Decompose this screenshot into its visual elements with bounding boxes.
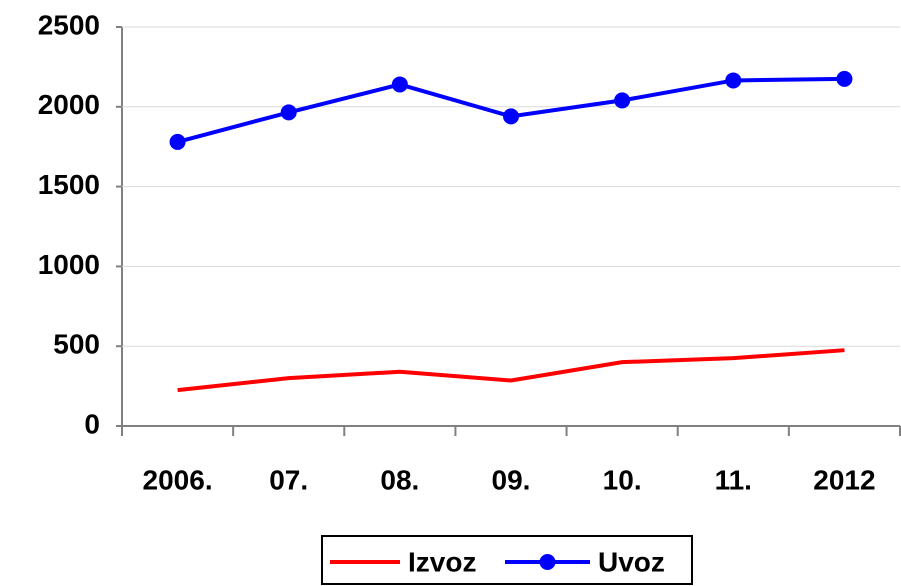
point-marker bbox=[614, 92, 631, 109]
point-marker bbox=[169, 133, 186, 150]
y-tick-label: 1500 bbox=[38, 169, 100, 200]
x-tick-label: 11. bbox=[715, 464, 752, 495]
point-marker bbox=[725, 72, 742, 89]
legend-label: Uvoz bbox=[598, 546, 665, 577]
y-tick-label: 2500 bbox=[38, 9, 100, 40]
legend-marker bbox=[539, 554, 556, 570]
point-marker bbox=[391, 76, 408, 93]
x-tick-label: 09. bbox=[492, 464, 531, 495]
x-tick-label: 10. bbox=[603, 464, 642, 495]
y-tick-label: 0 bbox=[84, 408, 100, 439]
x-tick-label: 2006. bbox=[143, 464, 213, 495]
point-marker bbox=[280, 104, 297, 121]
point-marker bbox=[836, 70, 853, 87]
series-line bbox=[177, 348, 845, 393]
y-tick-label: 1000 bbox=[38, 249, 100, 280]
y-tick-label: 2000 bbox=[38, 89, 100, 120]
x-tick-label: 08. bbox=[380, 464, 419, 495]
legend-label: Izvoz bbox=[408, 546, 476, 577]
x-tick-label: 2012 bbox=[813, 464, 875, 495]
x-tick-label: 07. bbox=[269, 464, 308, 495]
point-marker bbox=[503, 108, 519, 125]
y-tick-label: 500 bbox=[53, 329, 100, 360]
